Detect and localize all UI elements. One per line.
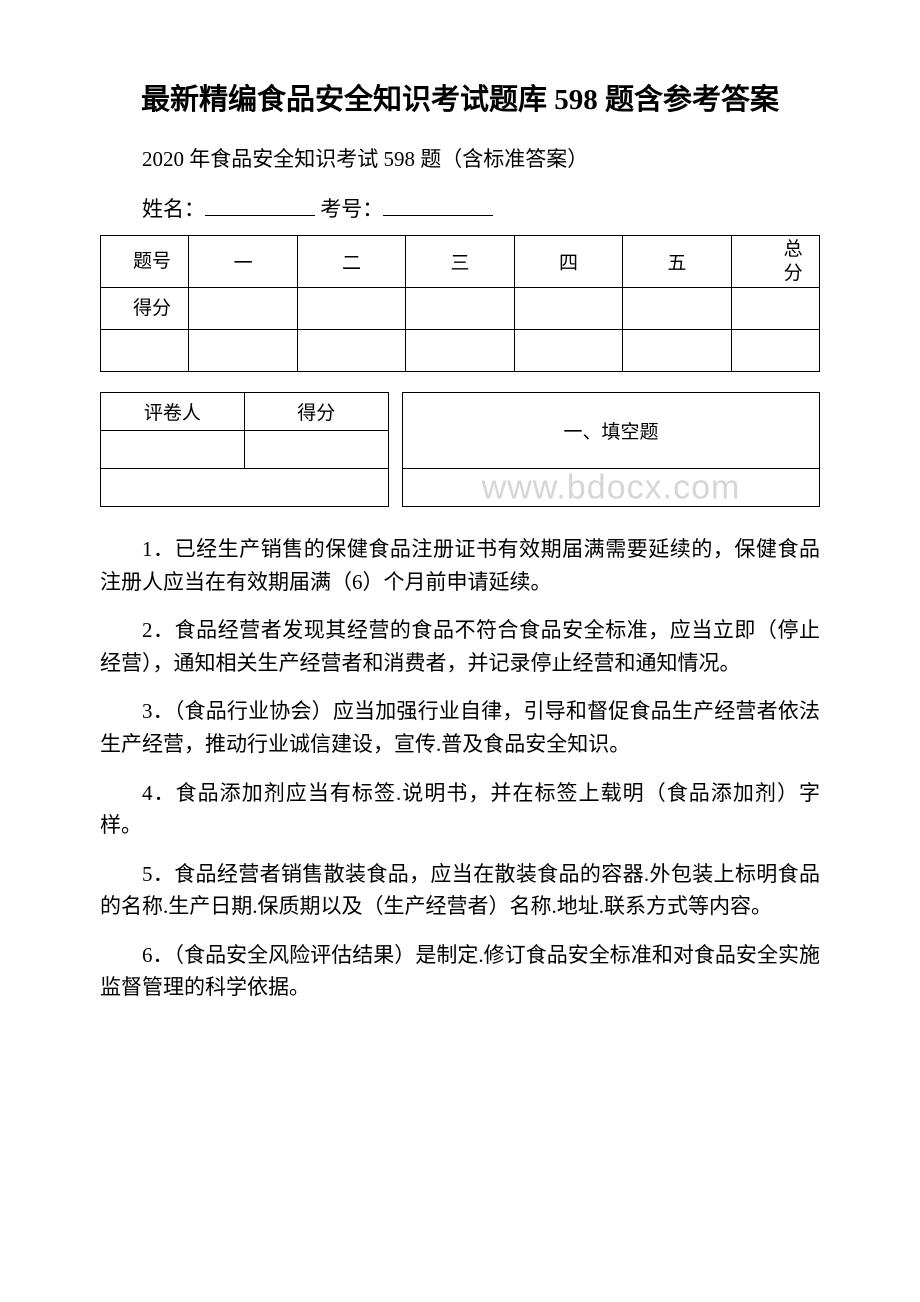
question-3: 3．（食品行业协会）应当加强行业自律，引导和督促食品生产经营者依法生产经营，推动… bbox=[100, 695, 820, 760]
score-table-score-row: 得分 bbox=[101, 288, 820, 330]
empty-cell bbox=[731, 330, 819, 372]
empty-cell bbox=[623, 330, 731, 372]
score-cell-total bbox=[731, 288, 819, 330]
score-cell-5 bbox=[623, 288, 731, 330]
score-cell-3 bbox=[406, 288, 514, 330]
empty-cell bbox=[101, 330, 189, 372]
section-bottom-right: www.bdocx.com bbox=[402, 469, 819, 507]
score-table: 题号 一 二 三 四 五 总分 得分 bbox=[100, 235, 820, 373]
name-exam-row: 姓名： 考号： bbox=[100, 191, 820, 223]
question-6: 6．（食品安全风险评估结果）是制定.修订食品安全标准和对食品安全实施监督管理的科… bbox=[100, 939, 820, 1004]
document-title: 最新精编食品安全知识考试题库 598 题含参考答案 bbox=[100, 80, 820, 121]
row-label-question: 题号 bbox=[101, 235, 189, 288]
name-underline bbox=[205, 191, 315, 216]
section-row-1: 评卷人 得分 一、填空题 bbox=[101, 393, 820, 431]
score-label: 得分 bbox=[244, 393, 388, 431]
question-5: 5．食品经营者销售散装食品，应当在散装食品的容器.外包装上标明食品的名称.生产日… bbox=[100, 858, 820, 923]
empty-cell bbox=[189, 330, 297, 372]
grader-blank bbox=[101, 431, 245, 469]
section-row-3: www.bdocx.com bbox=[101, 469, 820, 507]
col-2: 二 bbox=[297, 235, 405, 288]
score-blank bbox=[244, 431, 388, 469]
score-cell-4 bbox=[514, 288, 622, 330]
col-5: 五 bbox=[623, 235, 731, 288]
score-table-header-row: 题号 一 二 三 四 五 总分 bbox=[101, 235, 820, 288]
score-cell-2 bbox=[297, 288, 405, 330]
question-2: 2．食品经营者发现其经营的食品不符合食品安全标准，应当立即（停止经营），通知相关… bbox=[100, 614, 820, 679]
question-1: 1．已经生产销售的保健食品注册证书有效期届满需要延续的，保健食品注册人应当在有效… bbox=[100, 533, 820, 598]
document-subtitle: 2020 年食品安全知识考试 598 题（含标准答案） bbox=[100, 143, 820, 173]
col-1: 一 bbox=[189, 235, 297, 288]
grader-label: 评卷人 bbox=[101, 393, 245, 431]
name-label: 姓名： bbox=[142, 197, 205, 221]
section-table: 评卷人 得分 一、填空题 www.bdocx.com bbox=[100, 392, 820, 507]
score-cell-1 bbox=[189, 288, 297, 330]
col-total: 总分 bbox=[731, 235, 819, 288]
score-table-empty-row bbox=[101, 330, 820, 372]
row-label-score: 得分 bbox=[101, 288, 189, 330]
section-bottom-left bbox=[101, 469, 389, 507]
spacer bbox=[388, 393, 402, 507]
section-title: 一、填空题 bbox=[402, 393, 819, 469]
watermark: www.bdocx.com bbox=[482, 468, 741, 507]
question-4: 4．食品添加剂应当有标签.说明书，并在标签上载明（食品添加剂）字样。 bbox=[100, 777, 820, 842]
empty-cell bbox=[514, 330, 622, 372]
exam-label: 考号： bbox=[320, 197, 383, 221]
empty-cell bbox=[297, 330, 405, 372]
exam-underline bbox=[383, 191, 493, 216]
col-4: 四 bbox=[514, 235, 622, 288]
col-3: 三 bbox=[406, 235, 514, 288]
empty-cell bbox=[406, 330, 514, 372]
